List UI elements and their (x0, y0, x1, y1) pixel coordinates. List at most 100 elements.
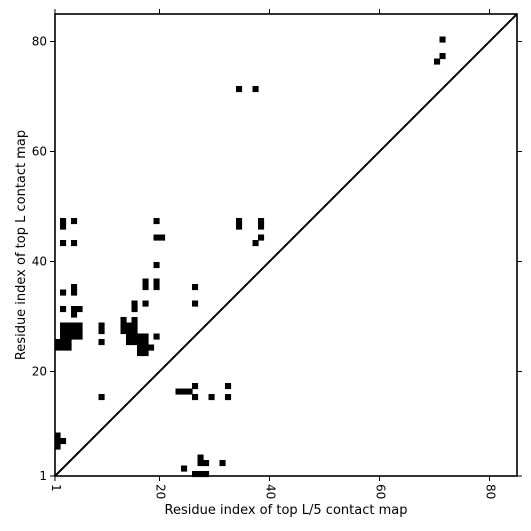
contact-cell-upper-28 (131, 300, 138, 307)
contact-cell-upper-23 (153, 284, 160, 291)
contact-cell-upper-56 (71, 333, 78, 340)
contact-cell-lower-18 (197, 454, 204, 461)
contact-cell-upper-46 (60, 328, 67, 335)
contact-cell-upper-5 (60, 218, 67, 225)
contact-cell-upper-6 (71, 218, 78, 225)
y-tick-label: 80 (32, 35, 47, 49)
x-tick-label: 80 (484, 484, 498, 499)
contact-cell-lower-13 (181, 465, 188, 472)
contact-cell-upper-70 (142, 339, 149, 346)
contact-cell-upper-49 (76, 328, 83, 335)
contact-cell-upper-59 (131, 333, 138, 340)
contact-cell-lower-9 (54, 432, 61, 439)
axis-ticks: 1 20 40 60 80 1 20 40 60 80 (32, 9, 522, 499)
contact-cell-upper-3 (236, 86, 243, 93)
y-tick-label: 20 (32, 365, 47, 379)
contact-cell-upper-66 (98, 339, 105, 346)
contact-cell-upper-67 (126, 339, 133, 346)
contact-cell-lower-12 (54, 443, 61, 450)
contact-cell-lower-19 (203, 460, 210, 467)
contact-cell-upper-72 (60, 344, 67, 351)
contact-cell-upper-10 (60, 223, 67, 230)
y-tick-label: 40 (32, 255, 47, 269)
x-tick-label: 1 (49, 484, 63, 492)
contact-cell-upper-55 (65, 333, 72, 340)
contact-cell-upper-7 (153, 218, 160, 225)
contact-cell-upper-75 (142, 344, 149, 351)
contact-cell-upper-41 (76, 322, 83, 329)
x-tick-label: 60 (374, 484, 388, 499)
contact-cell-lower-7 (225, 394, 232, 401)
contact-cell-upper-64 (60, 339, 67, 346)
contact-cell-upper-32 (71, 306, 78, 313)
contact-cell-upper-11 (236, 223, 243, 230)
contact-cell-upper-48 (71, 328, 78, 335)
contact-cell-lower-15 (197, 471, 204, 478)
contact-cell-lower-0 (175, 388, 182, 395)
contact-cell-upper-17 (71, 240, 78, 247)
contact-cell-lower-5 (208, 394, 215, 401)
contact-cell-upper-22 (142, 284, 149, 291)
contact-cell-upper-4 (252, 86, 259, 93)
contact-cell-upper-19 (153, 262, 160, 269)
contact-cell-upper-14 (159, 234, 166, 241)
contact-cell-upper-76 (148, 344, 155, 351)
contact-cell-upper-53 (131, 328, 138, 335)
contact-cell-upper-62 (153, 333, 160, 340)
x-tick-label: 40 (264, 484, 278, 499)
contact-cell-upper-20 (142, 278, 149, 285)
contact-cell-upper-78 (142, 350, 149, 357)
contact-cell-upper-38 (60, 322, 67, 329)
contact-cell-upper-24 (192, 284, 199, 291)
contact-cell-upper-69 (137, 339, 144, 346)
contact-cell-upper-44 (126, 322, 133, 329)
contact-cell-upper-1 (439, 53, 446, 60)
contact-cell-lower-4 (192, 394, 199, 401)
contact-cell-upper-77 (137, 350, 144, 357)
contact-cell-upper-2 (434, 58, 441, 65)
contact-cell-upper-36 (120, 317, 127, 324)
contact-cell-upper-58 (126, 333, 133, 340)
contact-cell-upper-33 (76, 306, 83, 313)
contact-cell-upper-25 (71, 284, 78, 291)
contact-cell-upper-39 (65, 322, 72, 329)
contact-cell-upper-73 (65, 344, 72, 351)
contact-cell-lower-20 (219, 460, 226, 467)
contact-cell-upper-47 (65, 328, 72, 335)
contact-cell-upper-31 (60, 306, 67, 313)
contact-cell-upper-16 (60, 240, 67, 247)
contact-cell-upper-52 (126, 328, 133, 335)
contact-cell-upper-9 (258, 218, 265, 225)
y-tick-label: 60 (32, 145, 47, 159)
diagonal-line (54, 13, 518, 477)
plot-frame (54, 13, 518, 477)
contact-cell-lower-17 (197, 460, 204, 467)
x-axis-label: Residue index of top L/5 contact map (165, 503, 408, 518)
contact-cell-upper-21 (153, 278, 160, 285)
contact-cell-lower-2 (186, 388, 193, 395)
contact-cell-lower-11 (60, 438, 67, 445)
x-tick-label: 20 (154, 484, 168, 499)
contact-cell-upper-57 (76, 333, 83, 340)
contact-cell-upper-13 (153, 234, 160, 241)
contact-cell-upper-54 (60, 333, 67, 340)
contact-cell-upper-18 (252, 240, 259, 247)
contact-cell-upper-40 (71, 322, 78, 329)
contact-cell-upper-12 (258, 223, 265, 230)
contact-cell-lower-3 (192, 383, 199, 390)
y-axis-label: Residue index of top L contact map (14, 130, 29, 360)
contact-cell-upper-63 (54, 339, 61, 346)
contact-cell-lower-8 (98, 394, 105, 401)
contact-cell-upper-8 (236, 218, 243, 225)
contact-cells (54, 36, 446, 478)
contact-cell-upper-26 (71, 289, 78, 296)
contact-cell-upper-60 (137, 333, 144, 340)
contact-cell-lower-16 (203, 471, 210, 478)
contact-cell-upper-61 (142, 333, 149, 340)
contact-cell-upper-74 (137, 344, 144, 351)
contact-cell-upper-50 (98, 328, 105, 335)
y-tick-label: 1 (39, 469, 47, 483)
contact-cell-upper-68 (131, 339, 138, 346)
contact-cell-upper-51 (120, 328, 127, 335)
